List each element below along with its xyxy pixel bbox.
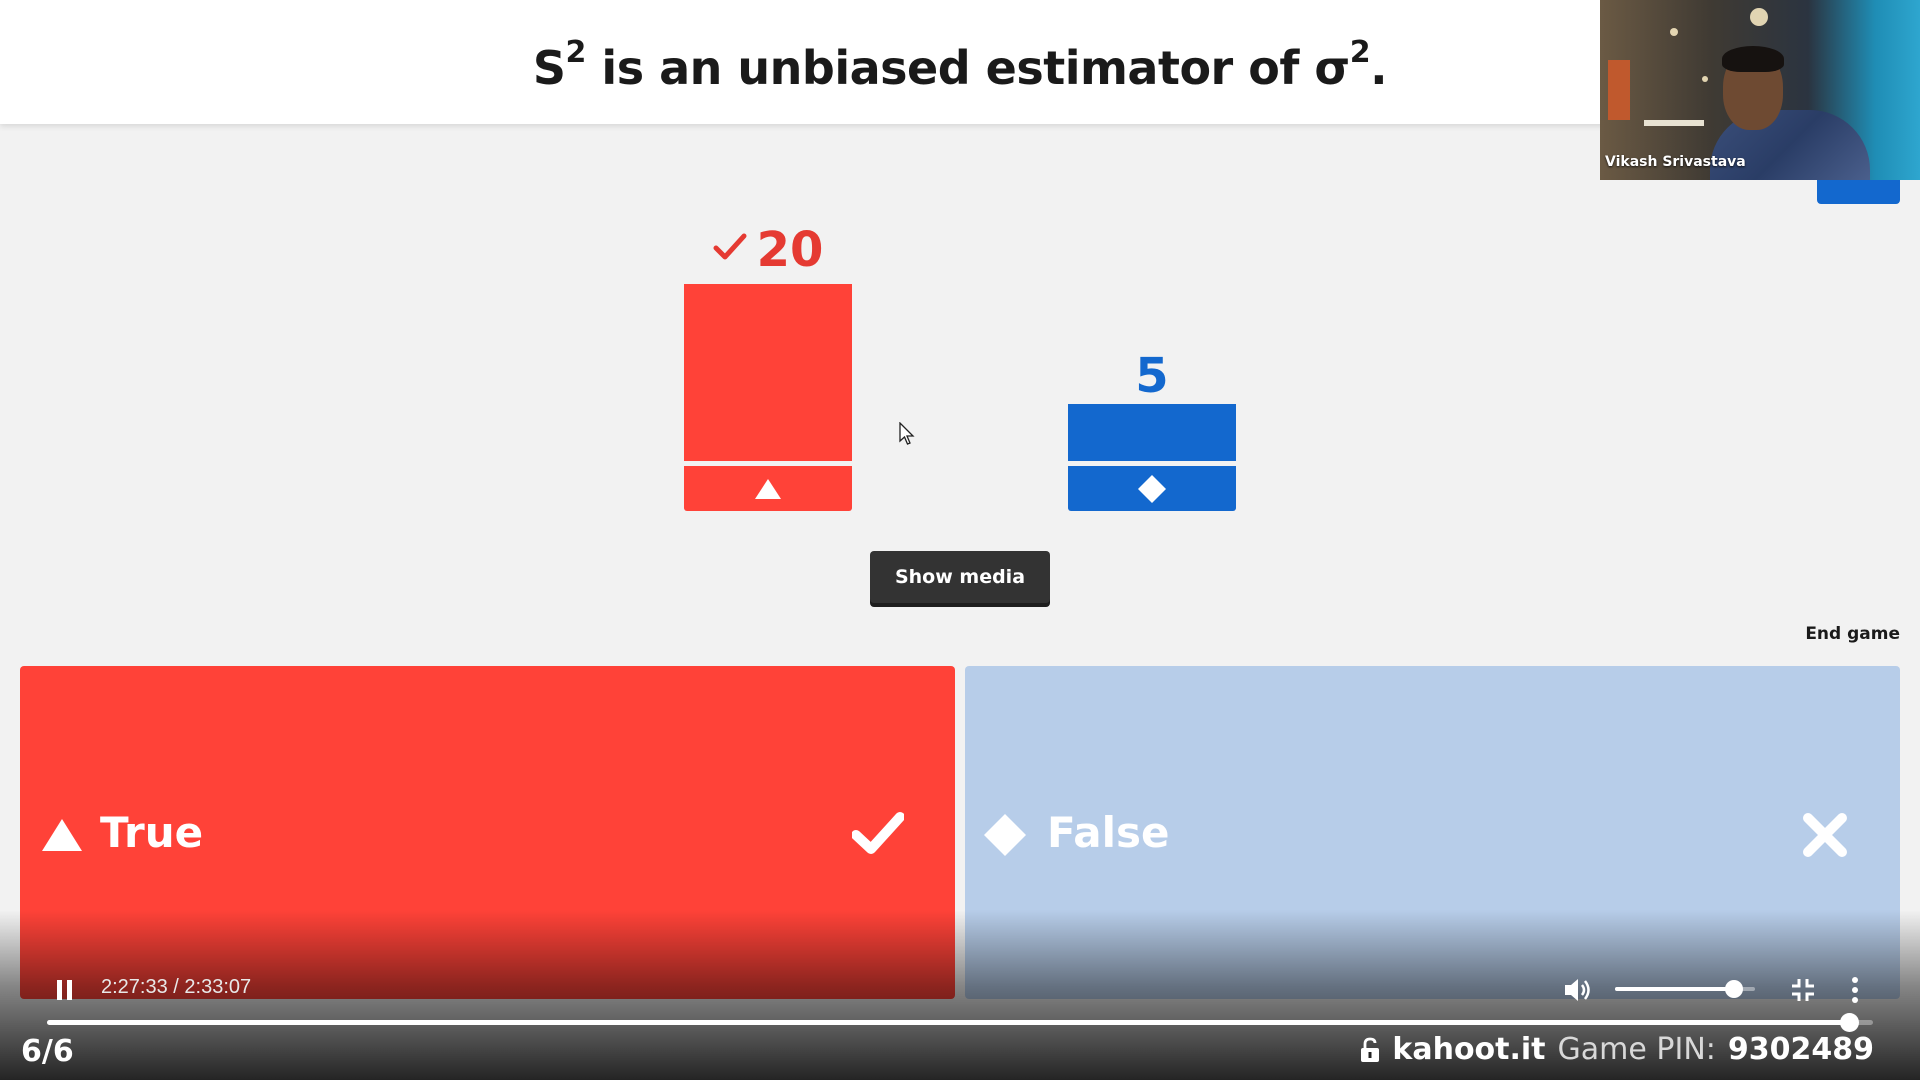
answer-true-label: True [100,808,204,857]
check-icon [713,233,747,260]
question-counter: 6/6 [21,1034,74,1069]
false-answer-count: 5 [1135,348,1169,404]
cross-icon [1803,813,1847,857]
true-answer-count: 20 [684,222,852,278]
checkmark-icon [852,812,904,854]
diamond-icon [984,814,1026,856]
answer-false-label: False [1047,808,1170,857]
game-pin-value: 9302489 [1727,1032,1874,1067]
mouse-cursor-icon [899,422,915,445]
hidden-button-tab[interactable] [1817,180,1900,204]
true-results-bar [684,284,852,461]
show-media-button[interactable]: Show media [870,551,1050,603]
question-title: S2 is an unbiased estimator of σ2. [532,35,1388,95]
video-progress-knob[interactable] [1840,1013,1860,1032]
exit-fullscreen-icon[interactable] [1790,977,1816,1003]
true-count-value: 20 [756,222,824,278]
false-results-bar [1068,404,1236,461]
webcam-video-tile[interactable] [1600,0,1920,180]
video-time: 2:27:33 / 2:33:07 [101,976,252,998]
game-pin-label: Game PIN: [1557,1032,1716,1067]
kahoot-site-label: kahoot.it [1392,1032,1546,1067]
triangle-icon [755,478,781,499]
volume-level [1615,987,1734,991]
pause-icon[interactable] [54,979,76,1001]
false-bar-label [1068,466,1236,511]
video-progress-played [47,1020,1850,1025]
end-game-button[interactable]: End game [1805,624,1900,644]
volume-knob[interactable] [1725,980,1743,998]
more-options-icon[interactable] [1848,976,1862,1004]
volume-icon[interactable] [1563,976,1595,1004]
participant-name: Vikash Srivastava [1605,154,1746,170]
triangle-icon [42,819,82,851]
game-pin-bar: kahoot.it Game PIN: 9302489 [1360,1032,1874,1067]
diamond-icon [1138,474,1166,503]
true-bar-label [684,466,852,511]
video-controls-gradient [0,910,1920,1080]
lock-icon[interactable] [1360,1037,1380,1063]
